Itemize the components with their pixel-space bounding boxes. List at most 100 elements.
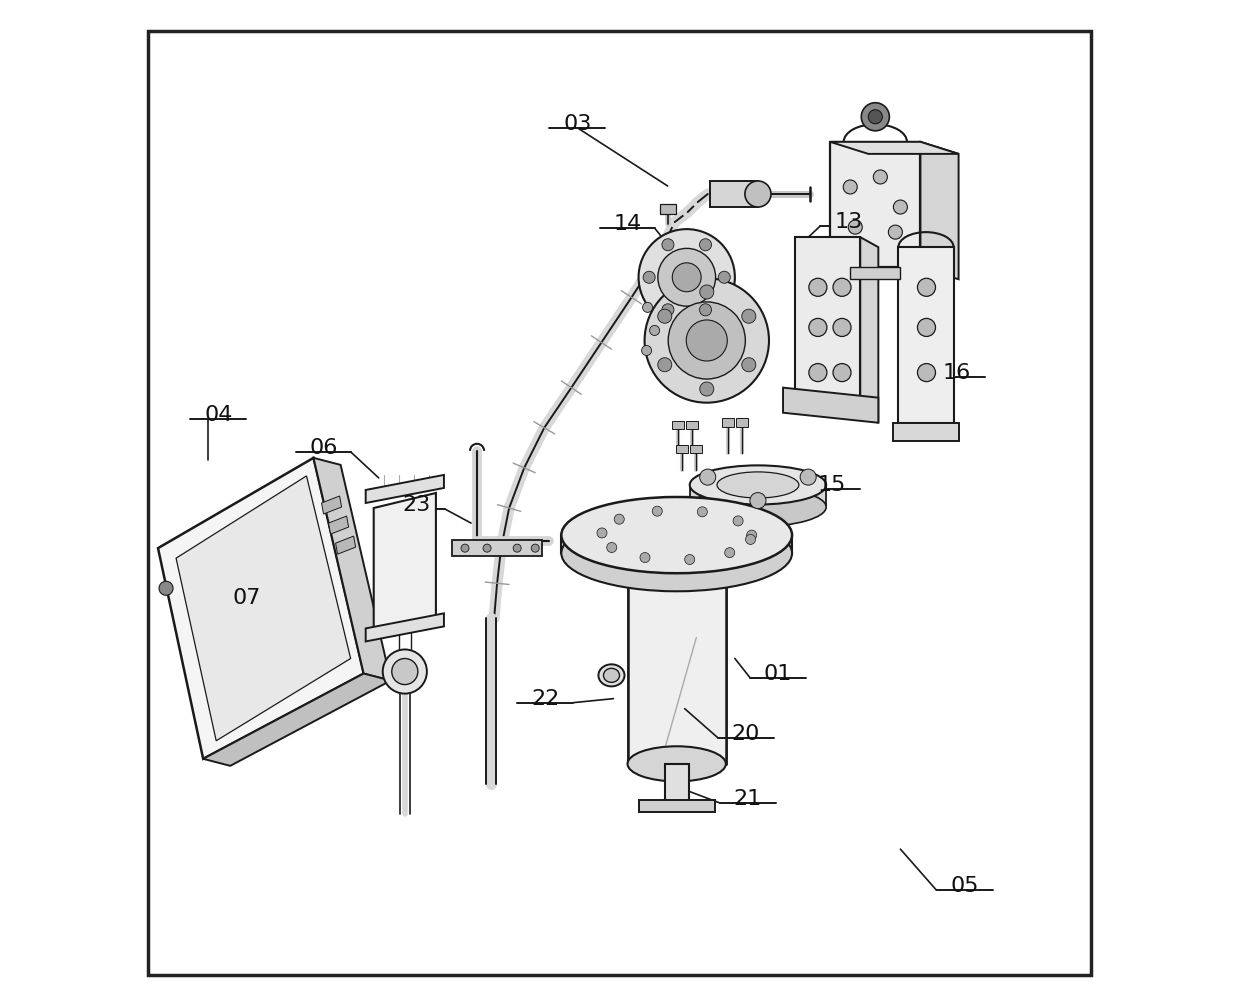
Circle shape [809, 363, 826, 381]
Circle shape [800, 469, 817, 485]
Bar [710, 181, 758, 207]
Circle shape [917, 319, 935, 336]
Circle shape [893, 200, 907, 214]
Text: 05: 05 [950, 876, 979, 896]
Circle shape [159, 581, 173, 596]
Polygon shape [328, 516, 348, 534]
Text: 03: 03 [564, 114, 591, 134]
Circle shape [662, 304, 674, 316]
Circle shape [733, 516, 743, 526]
Text: 21: 21 [733, 789, 762, 809]
Polygon shape [561, 535, 792, 553]
Bar [627, 553, 726, 764]
Polygon shape [176, 476, 351, 740]
Circle shape [750, 493, 766, 509]
Circle shape [746, 534, 756, 544]
Circle shape [383, 650, 427, 693]
Circle shape [642, 345, 652, 355]
Polygon shape [690, 485, 826, 507]
Bar [452, 540, 543, 556]
Circle shape [644, 279, 769, 402]
Bar [638, 800, 715, 812]
Circle shape [673, 263, 701, 292]
Polygon shape [322, 496, 342, 514]
Circle shape [809, 319, 826, 336]
Circle shape [873, 170, 887, 184]
Circle shape [700, 304, 711, 316]
Polygon shape [795, 237, 860, 412]
Text: 14: 14 [613, 214, 642, 234]
Text: 23: 23 [403, 495, 431, 515]
Circle shape [725, 547, 735, 557]
Circle shape [869, 110, 882, 124]
Ellipse shape [690, 466, 826, 504]
Circle shape [747, 530, 757, 540]
Polygon shape [336, 536, 356, 554]
Bar [659, 204, 675, 214]
Polygon shape [860, 237, 878, 423]
Text: 22: 22 [532, 689, 559, 708]
Circle shape [719, 272, 730, 284]
Circle shape [615, 514, 624, 524]
Ellipse shape [561, 515, 792, 592]
Bar [664, 764, 689, 802]
Polygon shape [783, 387, 878, 423]
Circle shape [392, 659, 418, 685]
Polygon shape [850, 268, 901, 280]
Circle shape [700, 382, 714, 396]
Circle shape [597, 528, 607, 538]
Circle shape [849, 220, 862, 234]
Polygon shape [893, 423, 959, 441]
Bar [672, 421, 684, 429]
Polygon shape [366, 614, 444, 642]
Circle shape [643, 272, 655, 284]
Bar [685, 421, 698, 429]
Polygon shape [374, 493, 436, 634]
Text: 16: 16 [943, 362, 970, 382]
Text: 01: 01 [763, 664, 792, 683]
Text: 07: 07 [232, 589, 260, 609]
Circle shape [668, 302, 746, 379]
Circle shape [742, 358, 756, 372]
Circle shape [745, 181, 771, 207]
Circle shape [513, 544, 522, 552]
Circle shape [861, 103, 890, 131]
Ellipse shape [561, 497, 792, 573]
Circle shape [833, 279, 851, 297]
Bar [675, 445, 688, 453]
Polygon shape [830, 142, 921, 268]
Ellipse shape [690, 488, 826, 526]
Ellipse shape [627, 746, 726, 782]
Ellipse shape [598, 664, 624, 686]
Circle shape [686, 320, 727, 361]
Bar [736, 417, 748, 427]
Text: 13: 13 [834, 212, 862, 232]
Circle shape [700, 469, 716, 485]
Polygon shape [313, 458, 390, 681]
Bar [722, 417, 733, 427]
Text: 04: 04 [204, 404, 233, 425]
Circle shape [700, 285, 714, 299]
Circle shape [844, 180, 857, 194]
Polygon shape [159, 458, 364, 759]
Circle shape [698, 507, 707, 517]
Circle shape [638, 229, 735, 325]
Polygon shape [203, 674, 390, 766]
Text: 15: 15 [818, 475, 846, 495]
Text: 20: 20 [732, 723, 760, 743]
Polygon shape [366, 475, 444, 503]
Circle shape [833, 363, 851, 381]
Polygon shape [898, 247, 954, 423]
Circle shape [532, 544, 539, 552]
Circle shape [917, 279, 935, 297]
Circle shape [658, 248, 716, 306]
Circle shape [607, 542, 617, 552]
Circle shape [461, 544, 470, 552]
Circle shape [641, 552, 650, 562]
Circle shape [700, 238, 711, 250]
Ellipse shape [717, 472, 799, 498]
Circle shape [888, 225, 902, 239]
Circle shape [662, 238, 674, 250]
Circle shape [917, 363, 935, 381]
Circle shape [658, 309, 672, 323]
